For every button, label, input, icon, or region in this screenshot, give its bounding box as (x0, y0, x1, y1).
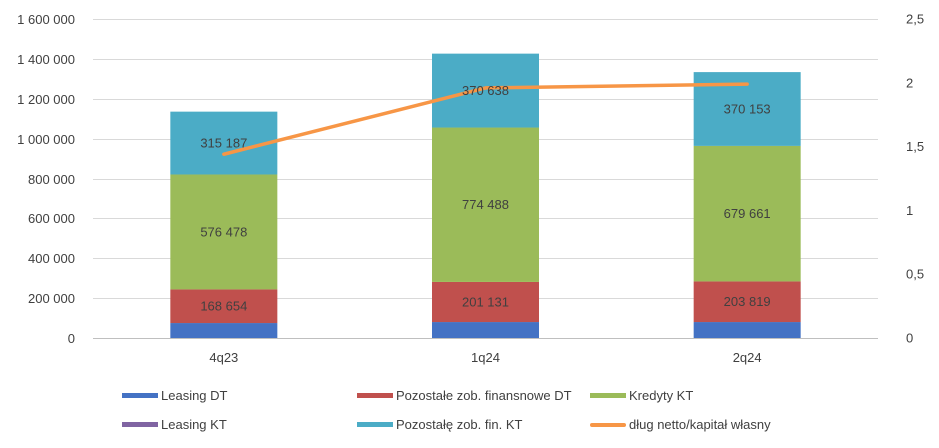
legend-item-leasing-dt: Leasing DT (122, 388, 227, 403)
bar-segment (693, 322, 801, 338)
y-tick-label: 1 200 000 (17, 92, 75, 107)
y-tick-label: 1 000 000 (17, 132, 75, 147)
legend: Leasing DT Pozostałe zob. finansnowe DT … (0, 380, 939, 448)
bar-segment (693, 145, 801, 282)
y2-tick-label: 1 (906, 203, 913, 218)
legend-swatch (122, 422, 158, 427)
y-tick-label: 1 600 000 (17, 12, 75, 27)
legend-swatch (357, 422, 393, 427)
legend-label: Kredyty KT (629, 388, 694, 403)
legend-label: Leasing DT (161, 388, 228, 403)
legend-item-dlug-netto: dług netto/kapitał własny (590, 417, 771, 432)
x-tick-label: 1q24 (471, 350, 500, 365)
axes: 0 200 000 400 000 600 000 800 000 1 000 000 1 … (17, 12, 924, 366)
data-label: 201 131 (462, 294, 509, 309)
legend-label: Leasing KT (161, 417, 227, 432)
data-label: 370 638 (462, 83, 509, 98)
legend-swatch (357, 393, 393, 398)
data-label: 168 654 (200, 299, 247, 314)
data-label: 203 819 (724, 294, 771, 309)
legend-label: Pozostałe zob. finansnowe DT (396, 388, 572, 403)
bars (170, 53, 801, 338)
bar-segment (432, 322, 539, 338)
data-label: 370 153 (724, 102, 771, 117)
y-tick-label: 0 (68, 331, 75, 346)
y2-tick-label: 2 (906, 75, 913, 90)
y2-tick-label: 1,5 (906, 139, 924, 154)
stacked-bar-chart: 168 654 576 478 315 187 201 131 774 488 370 6… (17, 12, 924, 366)
ratio-line-path (222, 82, 749, 157)
data-label: 315 187 (200, 136, 247, 151)
y2-tick-label: 2,5 (906, 12, 924, 27)
y2-tick-label: 0 (906, 331, 913, 346)
data-label: 774 488 (462, 197, 509, 212)
ratio-line (222, 82, 749, 157)
legend-label: Pozostałę zob. fin. KT (396, 417, 523, 432)
legend-swatch (122, 393, 158, 398)
bar-segment (170, 174, 278, 290)
legend-item-pozostale-dt: Pozostałe zob. finansnowe DT (357, 388, 572, 403)
bar-segment (432, 53, 539, 128)
legend-label: dług netto/kapitał własny (629, 417, 771, 432)
y-tick-label: 800 000 (28, 172, 75, 187)
bar-segment (170, 111, 278, 175)
bar-segment (170, 323, 278, 338)
bar-segment (170, 289, 278, 324)
y-tick-label: 200 000 (28, 291, 75, 306)
x-tick-label: 2q24 (733, 350, 762, 365)
y-tick-label: 400 000 (28, 251, 75, 266)
legend-item-pozostale-kt: Pozostałę zob. fin. KT (357, 417, 522, 432)
legend-swatch (590, 393, 626, 398)
bar-segment (432, 127, 539, 282)
data-label: 576 478 (200, 224, 247, 239)
legend-item-leasing-kt: Leasing KT (122, 417, 227, 432)
x-tick-label: 4q23 (209, 350, 238, 365)
legend-item-kredyty-kt: Kredyty KT (590, 388, 693, 403)
bar-segment (432, 281, 539, 323)
y-tick-label: 1 400 000 (17, 52, 75, 67)
y2-tick-label: 0,5 (906, 267, 924, 282)
bar-segment (693, 281, 801, 323)
legend-swatch (590, 422, 626, 427)
data-labels: 168 654 576 478 315 187 201 131 774 488 370 6… (200, 83, 770, 314)
data-label: 679 661 (724, 206, 771, 221)
y-tick-label: 600 000 (28, 211, 75, 226)
